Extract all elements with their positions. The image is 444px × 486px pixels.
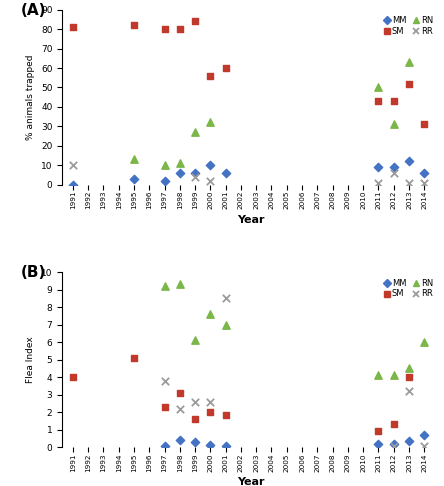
Point xyxy=(390,371,397,379)
Point xyxy=(161,177,168,185)
Point xyxy=(405,157,412,165)
X-axis label: Year: Year xyxy=(237,477,265,486)
Point xyxy=(176,25,183,33)
Point xyxy=(176,436,183,444)
Point xyxy=(161,377,168,384)
Point xyxy=(191,128,198,136)
Point xyxy=(207,72,214,80)
Point xyxy=(390,163,397,171)
Point xyxy=(375,440,382,448)
Point xyxy=(405,364,412,372)
Point xyxy=(176,169,183,177)
Point xyxy=(161,161,168,169)
Point xyxy=(405,179,412,187)
Point xyxy=(207,408,214,416)
Legend: MM, SM, RN, RR: MM, SM, RN, RR xyxy=(382,277,436,301)
Point xyxy=(191,17,198,25)
Point xyxy=(191,336,198,344)
Point xyxy=(222,64,229,72)
Point xyxy=(207,441,214,449)
Point xyxy=(222,411,229,418)
Point xyxy=(222,321,229,329)
Y-axis label: % animals trapped: % animals trapped xyxy=(26,54,36,140)
Point xyxy=(176,280,183,288)
Point xyxy=(176,389,183,397)
Point xyxy=(191,415,198,423)
Point xyxy=(390,442,397,450)
Point xyxy=(207,398,214,405)
Point xyxy=(131,354,138,362)
Point xyxy=(222,169,229,177)
Point xyxy=(191,398,198,405)
Point xyxy=(207,161,214,169)
Point xyxy=(405,58,412,66)
Point xyxy=(421,431,428,439)
Point xyxy=(131,175,138,183)
Legend: MM, SM, RN, RR: MM, SM, RN, RR xyxy=(382,14,436,38)
Point xyxy=(375,428,382,435)
Point xyxy=(421,442,428,450)
Point xyxy=(207,310,214,318)
Point xyxy=(375,371,382,379)
Point xyxy=(405,80,412,87)
Point xyxy=(390,121,397,128)
Point xyxy=(176,405,183,413)
Point xyxy=(405,437,412,445)
Point xyxy=(375,179,382,187)
Point xyxy=(222,442,229,450)
Point xyxy=(161,25,168,33)
Point xyxy=(405,387,412,395)
Point xyxy=(222,295,229,302)
Point xyxy=(191,173,198,181)
Point xyxy=(207,119,214,126)
Point xyxy=(405,373,412,381)
Point xyxy=(69,373,76,381)
Point xyxy=(69,161,76,169)
Point xyxy=(131,156,138,163)
Point xyxy=(191,438,198,446)
Y-axis label: Flea Index: Flea Index xyxy=(26,336,36,383)
Point xyxy=(375,84,382,91)
Point xyxy=(390,420,397,428)
Point xyxy=(421,179,428,187)
Point xyxy=(131,21,138,29)
Point xyxy=(421,338,428,346)
Point xyxy=(421,169,428,177)
Point xyxy=(390,440,397,448)
Point xyxy=(375,163,382,171)
Point xyxy=(207,177,214,185)
Point xyxy=(161,403,168,411)
Point xyxy=(421,121,428,128)
Point xyxy=(390,169,397,177)
Text: (A): (A) xyxy=(21,3,46,17)
Point xyxy=(69,181,76,189)
X-axis label: Year: Year xyxy=(237,215,265,225)
Point xyxy=(176,159,183,167)
Point xyxy=(161,442,168,450)
Point xyxy=(161,282,168,290)
Point xyxy=(375,97,382,105)
Point xyxy=(191,169,198,177)
Text: (B): (B) xyxy=(21,265,46,280)
Point xyxy=(69,23,76,31)
Point xyxy=(390,97,397,105)
